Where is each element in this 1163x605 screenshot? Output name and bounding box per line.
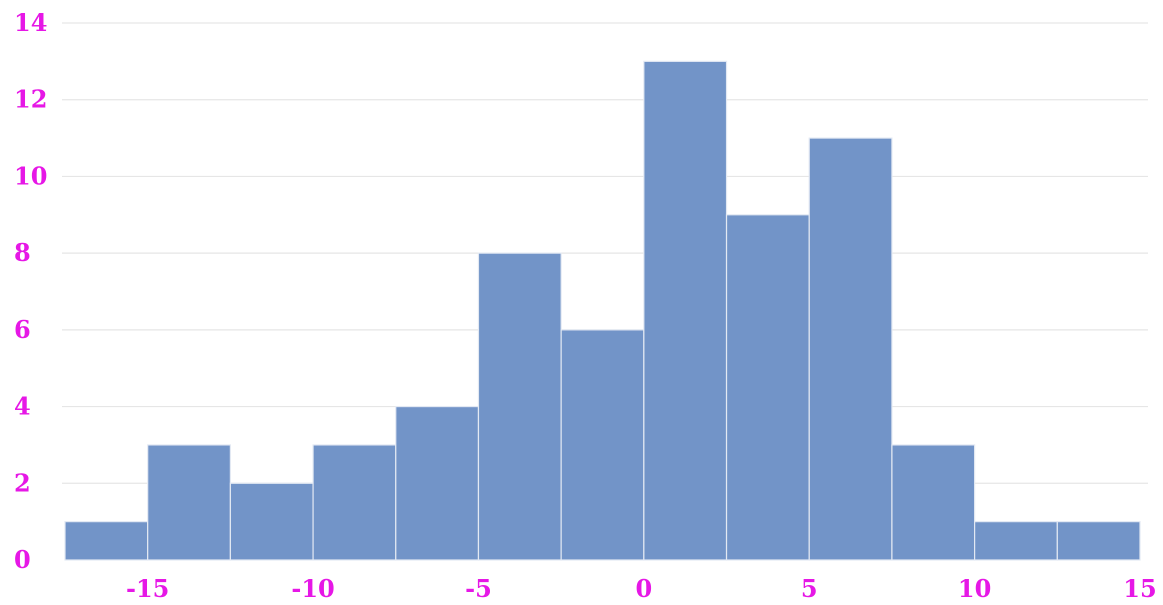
histogram-bar (1056, 521, 1141, 561)
x-tick-label: 5 (801, 574, 818, 603)
x-axis-tick-labels: -15 -10 -5 0 5 10 15 (126, 574, 1157, 603)
histogram-bar (560, 329, 645, 561)
histogram-bars (64, 60, 1141, 561)
histogram-bar (891, 444, 976, 561)
x-tick-label: 15 (1123, 574, 1156, 603)
x-tick-label: -10 (291, 574, 334, 603)
y-tick-label: 6 (14, 315, 31, 344)
x-tick-label: -15 (126, 574, 169, 603)
y-tick-label: 4 (14, 392, 31, 421)
x-tick-label: 0 (635, 574, 652, 603)
y-tick-label: 12 (14, 85, 47, 114)
y-tick-label: 2 (14, 468, 31, 497)
x-tick-label: 10 (958, 574, 991, 603)
histogram-bar (395, 405, 480, 561)
histogram-bar (229, 482, 314, 561)
y-tick-label: 10 (14, 161, 47, 190)
x-tick-label: -5 (465, 574, 492, 603)
histogram-bar (725, 214, 810, 561)
histogram-bar (643, 60, 728, 561)
histogram-bar (477, 252, 562, 561)
y-tick-label: 14 (14, 8, 47, 37)
histogram-bar (974, 521, 1058, 561)
y-tick-label: 8 (14, 238, 31, 267)
histogram-bar (312, 444, 397, 561)
y-axis-tick-labels: 0 2 4 6 8 10 12 14 (14, 8, 47, 574)
histogram-bar (147, 444, 231, 561)
histogram-bar (808, 137, 893, 561)
histogram-bar (64, 521, 149, 561)
y-tick-label: 0 (14, 545, 31, 574)
